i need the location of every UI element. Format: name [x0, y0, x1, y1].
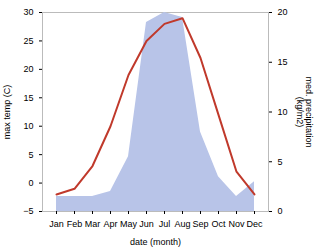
svg-text:Sep: Sep	[192, 219, 208, 229]
svg-text:20: 20	[278, 7, 288, 17]
svg-text:5: 5	[28, 150, 33, 160]
svg-text:Feb: Feb	[67, 219, 83, 229]
svg-text:Jan: Jan	[49, 219, 64, 229]
svg-text:25: 25	[23, 36, 33, 46]
svg-text:May: May	[120, 219, 138, 229]
svg-text:30: 30	[23, 7, 33, 17]
svg-text:Aug: Aug	[174, 219, 190, 229]
svg-text:10: 10	[23, 121, 33, 131]
svg-text:0: 0	[28, 178, 33, 188]
svg-text:max temp (C): max temp (C)	[2, 85, 12, 140]
svg-text:Oct: Oct	[211, 219, 226, 229]
svg-text:15: 15	[23, 93, 33, 103]
svg-text:20: 20	[23, 64, 33, 74]
svg-text:−5: −5	[23, 206, 33, 216]
svg-text:Jun: Jun	[139, 219, 154, 229]
svg-text:Jul: Jul	[159, 219, 171, 229]
svg-text:med. precipitation(kg/m2): med. precipitation(kg/m2)	[295, 76, 314, 147]
svg-text:Apr: Apr	[103, 219, 117, 229]
svg-text:Mar: Mar	[85, 219, 101, 229]
svg-text:0: 0	[278, 206, 283, 216]
svg-text:Dec: Dec	[246, 219, 263, 229]
svg-text:Nov: Nov	[228, 219, 245, 229]
svg-text:5: 5	[278, 157, 283, 167]
svg-text:15: 15	[278, 57, 288, 67]
svg-text:date (month): date (month)	[130, 237, 181, 247]
svg-text:10: 10	[278, 107, 288, 117]
